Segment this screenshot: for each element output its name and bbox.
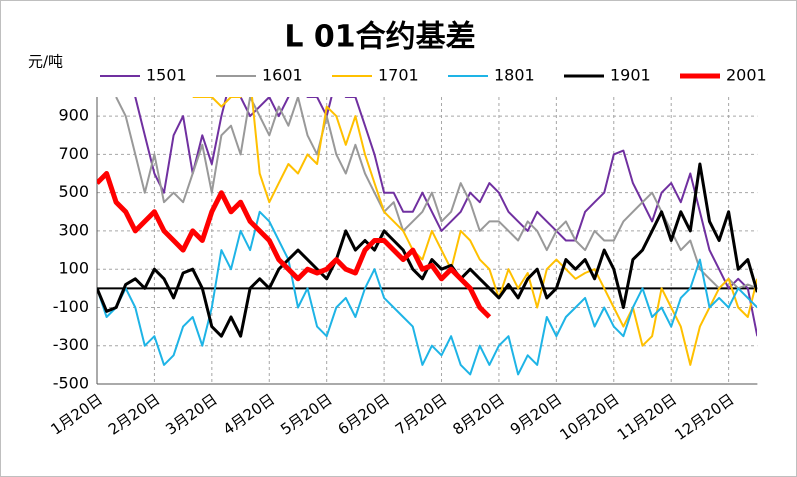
y-tick-label: 700 bbox=[58, 144, 89, 163]
y-tick-label: 500 bbox=[58, 182, 89, 201]
plot-area bbox=[97, 97, 757, 376]
legend-label: 1801 bbox=[494, 66, 535, 85]
y-tick-label: 100 bbox=[58, 259, 89, 278]
series-line bbox=[192, 97, 757, 366]
y-tick-label: -500 bbox=[53, 374, 89, 393]
y-tick-label: 900 bbox=[58, 106, 89, 125]
y-tick-label: -300 bbox=[53, 335, 89, 354]
legend-label: 1501 bbox=[146, 66, 187, 85]
chart-title: L 01合约基差 bbox=[284, 20, 475, 55]
legend-label: 2001 bbox=[726, 66, 767, 85]
y-tick-label: 300 bbox=[58, 220, 89, 239]
series-line bbox=[134, 97, 757, 337]
legend-label: 1601 bbox=[262, 66, 303, 85]
legend-label: 1701 bbox=[378, 66, 419, 85]
series-line bbox=[115, 97, 757, 290]
series-line bbox=[97, 171, 492, 319]
series-line bbox=[97, 210, 757, 376]
y-tick-label: -100 bbox=[53, 297, 89, 316]
y-axis-label: 元/吨 bbox=[28, 53, 63, 71]
legend-label: 1901 bbox=[610, 66, 651, 85]
